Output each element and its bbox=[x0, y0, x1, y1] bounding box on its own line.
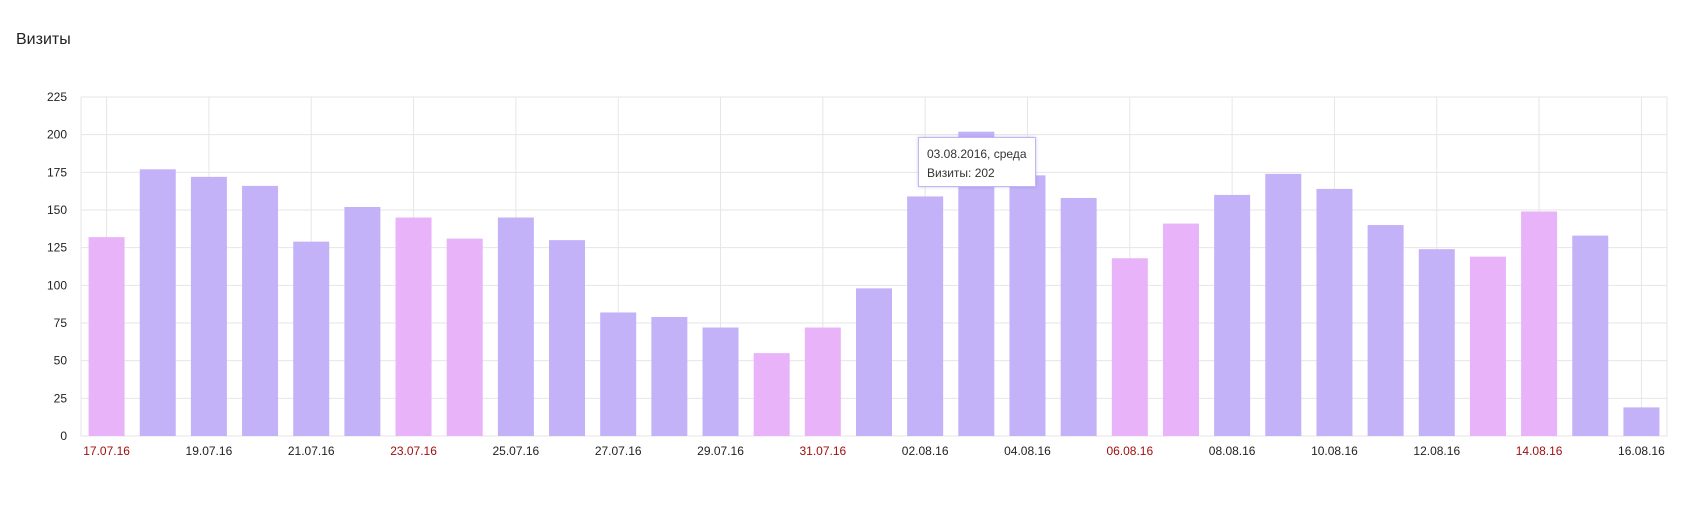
y-tick-label: 200 bbox=[47, 128, 67, 142]
bar bbox=[1060, 197, 1097, 436]
chart-title: Визиты bbox=[16, 31, 71, 48]
bar bbox=[88, 237, 125, 436]
tooltip-value: Визиты: 202 bbox=[927, 166, 995, 180]
bar bbox=[190, 176, 227, 436]
bar bbox=[1367, 225, 1404, 436]
x-tick-label: 19.07.16 bbox=[186, 444, 233, 458]
chart-tooltip: 03.08.2016, среда Визиты: 202 bbox=[918, 137, 1036, 187]
bar bbox=[1111, 258, 1148, 436]
x-tick-label: 04.08.16 bbox=[1004, 444, 1051, 458]
x-tick-label: 25.07.16 bbox=[493, 444, 540, 458]
x-tick-label: 08.08.16 bbox=[1209, 444, 1256, 458]
y-tick-label: 50 bbox=[54, 354, 68, 368]
x-tick-label: 31.07.16 bbox=[799, 444, 846, 458]
y-tick-label: 0 bbox=[60, 429, 67, 443]
x-tick-label: 14.08.16 bbox=[1516, 444, 1563, 458]
x-tick-label: 23.07.16 bbox=[390, 444, 437, 458]
bar bbox=[702, 327, 739, 436]
y-tick-label: 150 bbox=[47, 203, 67, 217]
bar bbox=[1623, 407, 1660, 436]
y-tick-label: 25 bbox=[54, 391, 68, 405]
bar bbox=[856, 288, 892, 436]
bar bbox=[344, 206, 381, 436]
bar bbox=[1214, 194, 1251, 436]
y-tick-label: 75 bbox=[54, 316, 68, 330]
bar bbox=[293, 241, 330, 436]
bar bbox=[1521, 211, 1558, 436]
bar bbox=[651, 316, 688, 436]
x-tick-label: 06.08.16 bbox=[1106, 444, 1153, 458]
y-tick-label: 100 bbox=[47, 278, 67, 292]
x-tick-label: 27.07.16 bbox=[595, 444, 642, 458]
bar bbox=[139, 169, 176, 436]
bar bbox=[1469, 256, 1506, 436]
bar bbox=[549, 240, 586, 436]
bar bbox=[804, 327, 841, 436]
bar bbox=[1418, 249, 1455, 436]
bar bbox=[600, 312, 637, 436]
tooltip-date: 03.08.2016, среда bbox=[927, 147, 1027, 161]
bar bbox=[1009, 175, 1046, 436]
bar bbox=[907, 196, 944, 436]
x-tick-label: 17.07.16 bbox=[83, 444, 130, 458]
bar bbox=[395, 217, 432, 436]
y-tick-label: 175 bbox=[47, 165, 67, 179]
x-tick-label: 29.07.16 bbox=[697, 444, 744, 458]
x-tick-label: 10.08.16 bbox=[1311, 444, 1358, 458]
x-tick-label: 02.08.16 bbox=[902, 444, 949, 458]
x-tick-label: 12.08.16 bbox=[1413, 444, 1460, 458]
bar bbox=[242, 185, 279, 436]
bar bbox=[753, 353, 790, 436]
x-tick-label: 21.07.16 bbox=[288, 444, 335, 458]
x-tick-label: 16.08.16 bbox=[1618, 444, 1665, 458]
y-tick-label: 225 bbox=[47, 90, 67, 104]
bar bbox=[1572, 235, 1609, 436]
bar bbox=[1316, 188, 1353, 436]
bar bbox=[1265, 173, 1302, 436]
bar bbox=[497, 217, 534, 436]
y-tick-label: 125 bbox=[47, 241, 67, 255]
bar bbox=[446, 238, 483, 436]
bar bbox=[1162, 223, 1199, 436]
